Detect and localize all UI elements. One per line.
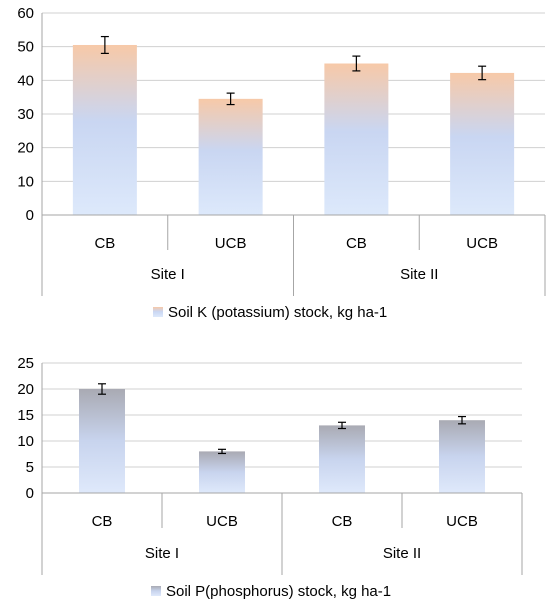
potassium-bar xyxy=(324,63,389,215)
phosphorus-bar xyxy=(319,425,365,493)
potassium-y-tick-label: 60 xyxy=(17,5,34,22)
potassium-y-axis: 0 10 20 30 40 50 60 xyxy=(17,5,34,224)
potassium-category-label: CB xyxy=(94,235,115,252)
potassium-category-label: UCB xyxy=(466,235,498,252)
potassium-y-tick-label: 50 xyxy=(17,39,34,56)
potassium-legend: Soil K (potassium) stock, kg ha-1 xyxy=(153,304,387,321)
potassium-y-tick-label: 30 xyxy=(17,106,34,123)
phosphorus-site-label: Site I xyxy=(145,545,179,562)
phosphorus-bar xyxy=(79,389,125,493)
phosphorus-error-bar xyxy=(218,448,226,455)
phosphorus-legend-label: Soil P(phosphorus) stock, kg ha-1 xyxy=(166,583,391,600)
phosphorus-error-bars xyxy=(98,383,466,455)
potassium-y-tick-label: 40 xyxy=(17,72,34,89)
phosphorus-site-label: Site II xyxy=(383,545,421,562)
phosphorus-bar xyxy=(199,451,245,493)
potassium-y-tick-label: 20 xyxy=(17,140,34,157)
potassium-error-bar xyxy=(100,35,109,55)
potassium-category-label: UCB xyxy=(215,235,247,252)
potassium-bar xyxy=(198,98,263,215)
phosphorus-y-tick-label: 25 xyxy=(17,355,34,372)
potassium-error-bar xyxy=(478,65,487,81)
potassium-category-label: CB xyxy=(346,235,367,252)
phosphorus-y-tick-label: 15 xyxy=(17,407,34,424)
phosphorus-error-bar xyxy=(98,383,106,395)
potassium-error-bar xyxy=(352,55,361,72)
phosphorus-bar xyxy=(439,420,485,493)
phosphorus-y-axis: 0 5 10 15 20 25 xyxy=(17,355,34,502)
phosphorus-category-label: CB xyxy=(92,513,113,530)
potassium-site-label: Site II xyxy=(400,266,438,283)
phosphorus-category-label: UCB xyxy=(446,513,478,530)
potassium-legend-swatch xyxy=(153,307,163,317)
potassium-y-tick-label: 0 xyxy=(26,207,34,224)
phosphorus-error-bar xyxy=(338,421,346,430)
potassium-legend-label: Soil K (potassium) stock, kg ha-1 xyxy=(168,304,387,321)
potassium-x-axis: CB UCB CB UCB Site I Site II xyxy=(41,13,546,296)
potassium-error-bar xyxy=(226,92,235,106)
phosphorus-chart: 0 5 10 15 20 25 CB UCB CB UCB Site I Site II Soil … xyxy=(17,355,523,600)
phosphorus-bars xyxy=(79,389,485,493)
phosphorus-category-label: CB xyxy=(332,513,353,530)
potassium-error-bars xyxy=(100,35,487,106)
potassium-bars xyxy=(72,44,515,215)
phosphorus-category-label: UCB xyxy=(206,513,238,530)
phosphorus-y-tick-label: 20 xyxy=(17,381,34,398)
phosphorus-x-axis: CB UCB CB UCB Site I Site II xyxy=(41,363,523,575)
potassium-site-label: Site I xyxy=(151,266,185,283)
potassium-bar xyxy=(72,44,137,215)
phosphorus-y-tick-label: 10 xyxy=(17,433,34,450)
phosphorus-legend-swatch xyxy=(151,586,161,596)
potassium-bar xyxy=(450,72,515,215)
phosphorus-error-bar xyxy=(458,415,466,425)
phosphorus-legend: Soil P(phosphorus) stock, kg ha-1 xyxy=(151,583,391,600)
potassium-chart: 0 10 20 30 40 50 60 CB UCB CB UCB Site I Site II So… xyxy=(17,5,546,321)
phosphorus-y-tick-label: 0 xyxy=(26,485,34,502)
phosphorus-y-tick-label: 5 xyxy=(26,459,34,476)
potassium-y-tick-label: 10 xyxy=(17,173,34,190)
